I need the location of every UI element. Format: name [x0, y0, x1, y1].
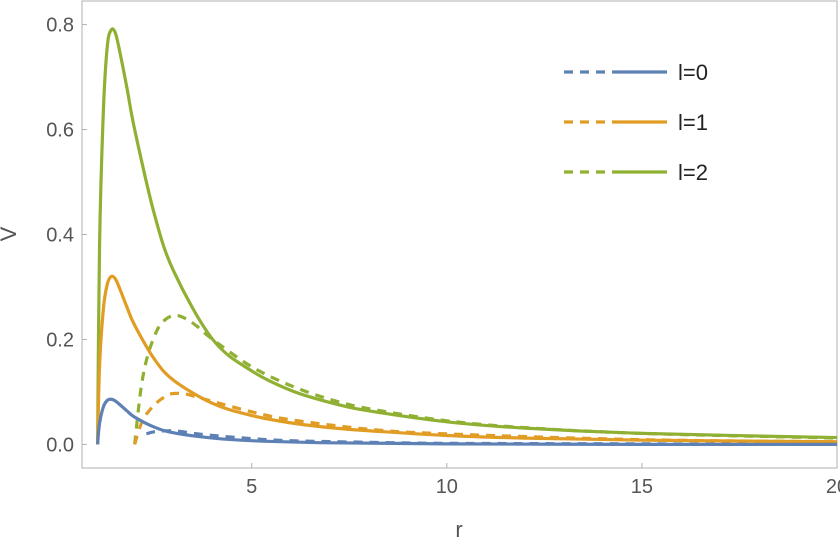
y-tick-label: 0.8: [46, 15, 74, 37]
legend-label: l=0: [678, 60, 708, 85]
x-tick-label: 20: [826, 476, 840, 498]
series-line-l0-solid: [96, 397, 838, 447]
y-axis-ticks: 0.0 0.2 0.4 0.6 0.8: [46, 15, 87, 456]
y-tick-label: 0.0: [46, 434, 74, 456]
legend-item-l1: l=1: [564, 110, 708, 135]
legend-label: l=2: [678, 160, 708, 185]
x-tick-label: 15: [631, 476, 653, 498]
x-tick-label: 10: [436, 476, 458, 498]
legend-item-l2: l=2: [564, 160, 708, 185]
x-axis-title: r: [455, 517, 462, 542]
series-line-l1-solid: [96, 274, 838, 445]
y-tick-label: 0.4: [46, 225, 74, 247]
y-axis-title: V: [0, 226, 21, 241]
y-tick-label: 0.6: [46, 120, 74, 142]
legend: l=0 l=1 l=2: [564, 60, 708, 185]
x-axis-ticks: 5 10 15 20: [246, 463, 840, 498]
y-tick-label: 0.2: [46, 329, 74, 351]
series-line-l2-solid: [96, 27, 838, 445]
legend-label: l=1: [678, 110, 708, 135]
plot-frame: [81, 0, 838, 469]
series-layer: [96, 27, 838, 447]
x-tick-label: 5: [246, 476, 257, 498]
legend-item-l0: l=0: [564, 60, 708, 85]
